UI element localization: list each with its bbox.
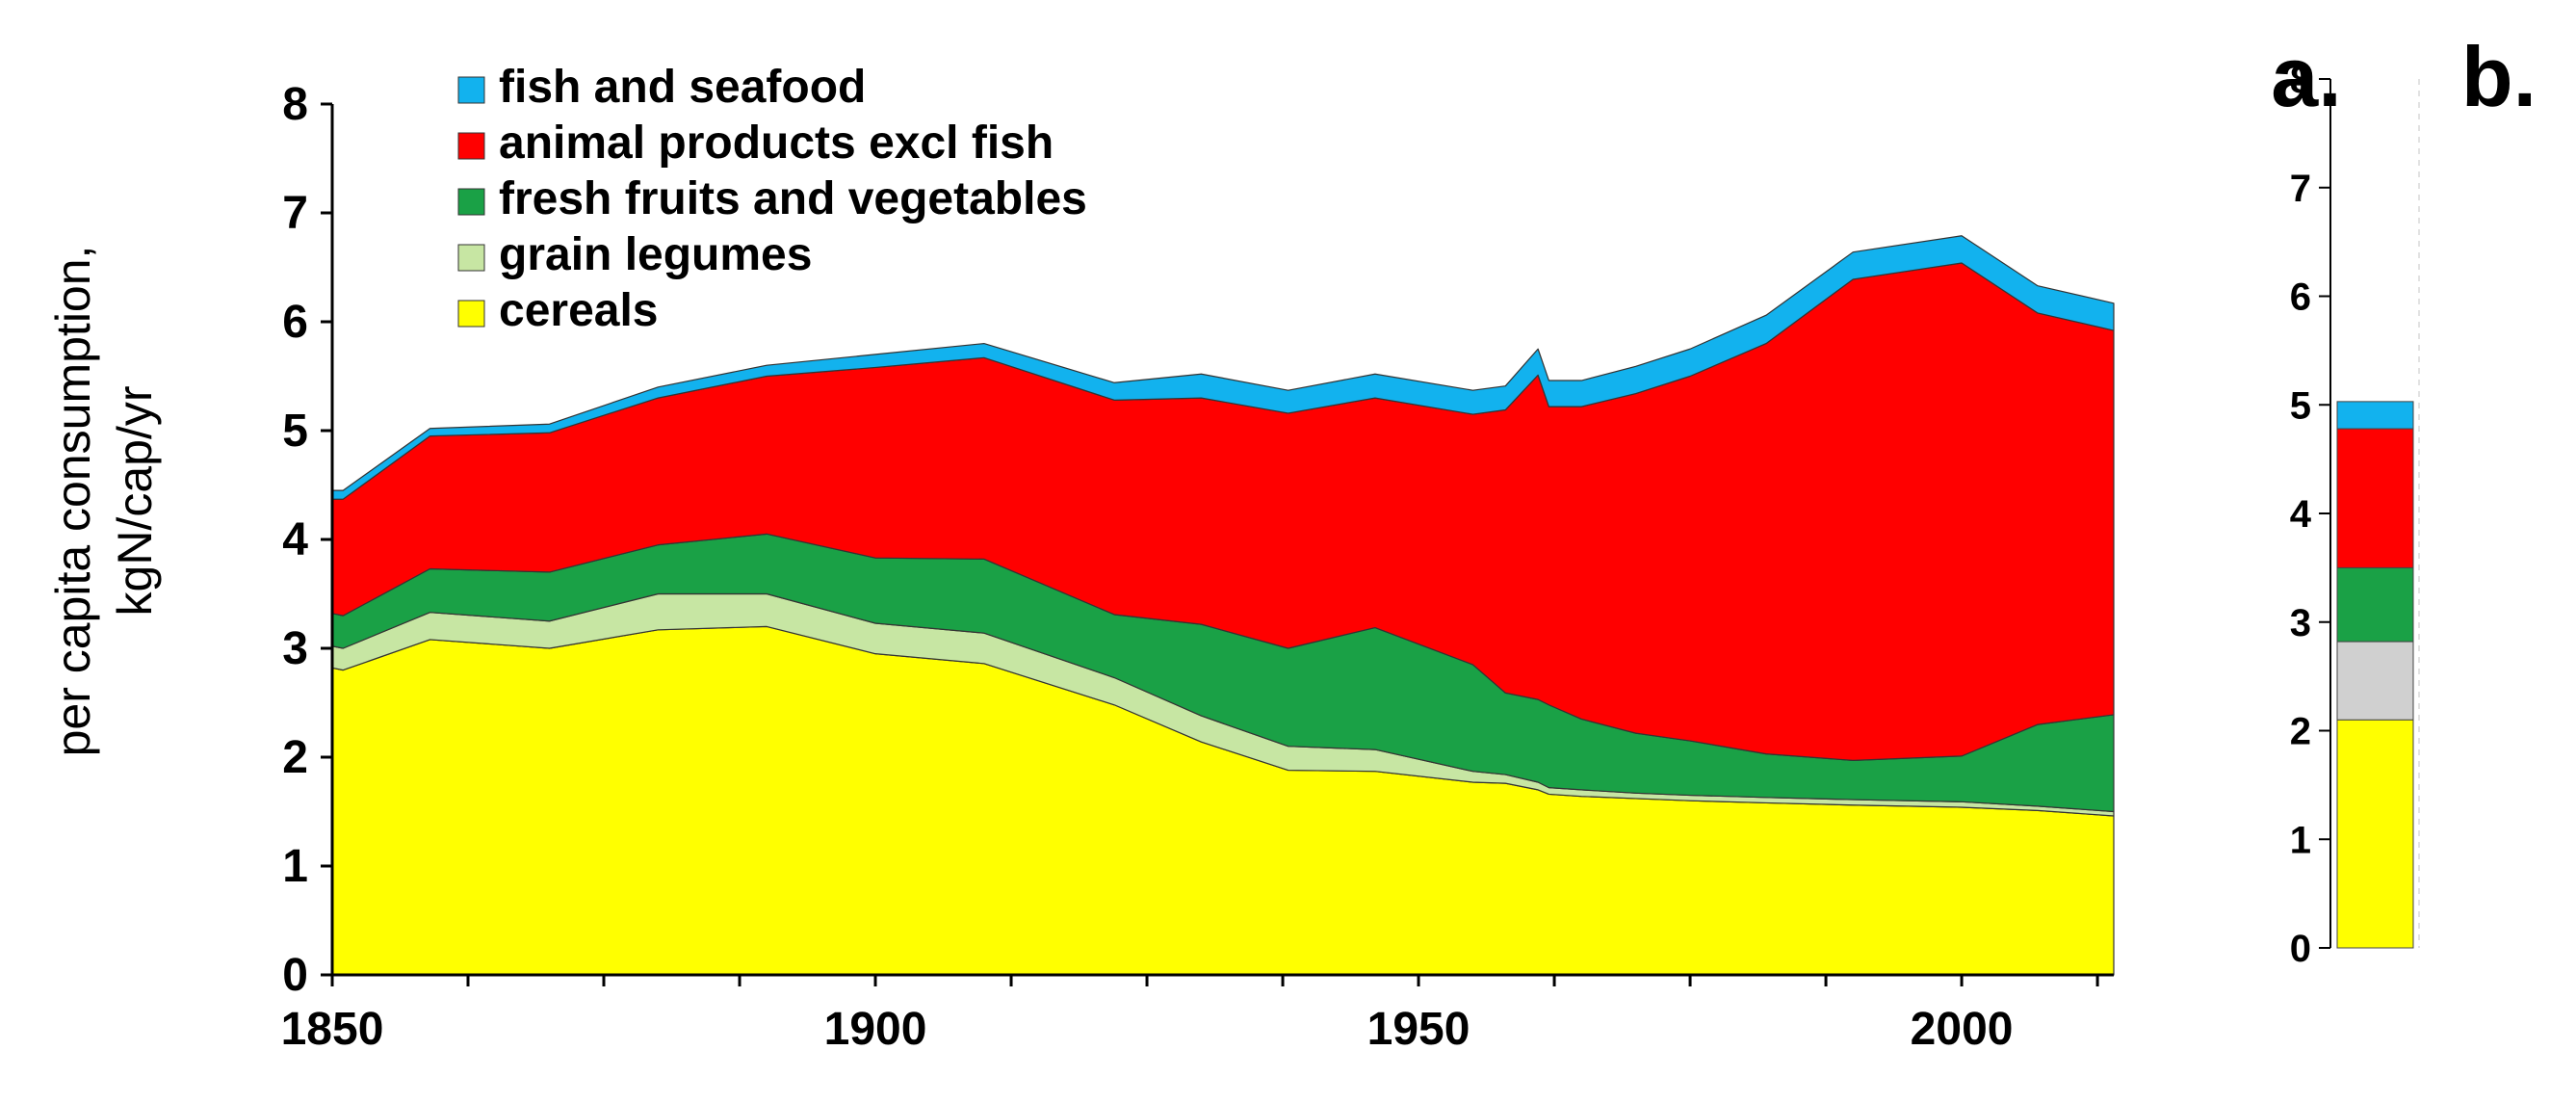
bar-cereals — [2336, 719, 2414, 949]
panel-a-area-chart: 0 1 2 3 4 5 6 7 8 1850 1900 1950 2000 — [281, 79, 2115, 1055]
panel-b-y-tick-label: 3 — [2290, 602, 2311, 644]
y-tick-label: 3 — [282, 623, 308, 674]
y-tick-label: 2 — [282, 732, 308, 783]
legend-swatch — [457, 300, 485, 328]
panel-b-y-tick-label: 6 — [2290, 276, 2311, 319]
y-tick-label: 5 — [282, 406, 308, 457]
y-tick-label: 0 — [282, 950, 308, 1001]
legend-item-grain-legumes: grain legumes — [457, 229, 812, 280]
panel-b-y-tick-label: 5 — [2290, 384, 2311, 427]
legend-label: animal products excl fish — [499, 118, 1054, 169]
legend-label: fresh fruits and vegetables — [499, 173, 1087, 224]
legend-swatch — [457, 244, 485, 272]
panel-b-y-tick-label: 2 — [2290, 711, 2311, 753]
x-tick-label: 1950 — [1367, 1004, 1470, 1055]
y-axis-label: per capita consumption, kgN/cap/yr — [46, 246, 162, 757]
area-fish-and-seafood — [331, 235, 2115, 500]
panel-b-y-tick-label: 8 — [2290, 59, 2311, 101]
y-tick-label: 4 — [282, 514, 308, 565]
bar-fresh-fruits-and-vegetables — [2336, 566, 2414, 643]
legend-item-animal-products-excl-fish: animal products excl fish — [457, 118, 1054, 169]
y-tick-label: 8 — [282, 79, 308, 130]
panel-b-bar-chart: 0 1 2 3 4 5 6 7 8 — [2290, 59, 2420, 970]
legend-item-fresh-fruits-and-vegetables: fresh fruits and vegetables — [457, 173, 1087, 224]
panel-label-a: a. — [2271, 29, 2341, 124]
legend-label: cereals — [499, 285, 659, 336]
panel-b-y-tick-label: 4 — [2290, 493, 2312, 536]
bar-fish-and-seafood — [2336, 401, 2414, 430]
panel-b-y-tick-label: 1 — [2290, 819, 2311, 861]
legend-item-cereals: cereals — [457, 285, 659, 336]
y-tick-label: 7 — [282, 188, 308, 239]
panel-label-b: b. — [2461, 29, 2537, 124]
y-axis-label-line-2: kgN/cap/yr — [108, 386, 162, 617]
legend-swatch — [457, 188, 485, 216]
legend-label: fish and seafood — [499, 62, 866, 113]
y-axis-label-line-1: per capita consumption, — [46, 246, 100, 757]
bar-grain-legumes — [2336, 641, 2414, 721]
x-tick-label: 2000 — [1911, 1004, 2014, 1055]
x-tick-label: 1850 — [281, 1004, 384, 1055]
y-tick-label: 6 — [282, 297, 308, 348]
bar-animal-products-excl-fish — [2336, 428, 2414, 568]
y-tick-label: 1 — [282, 841, 308, 892]
legend-item-fish-and-seafood: fish and seafood — [457, 62, 866, 113]
panel-b-y-tick-label: 7 — [2290, 168, 2311, 210]
x-tick-label: 1900 — [824, 1004, 927, 1055]
legend-swatch — [457, 132, 485, 160]
legend-label: grain legumes — [499, 229, 812, 280]
panel-b-y-tick-label: 0 — [2290, 928, 2311, 970]
legend-swatch — [457, 76, 485, 104]
